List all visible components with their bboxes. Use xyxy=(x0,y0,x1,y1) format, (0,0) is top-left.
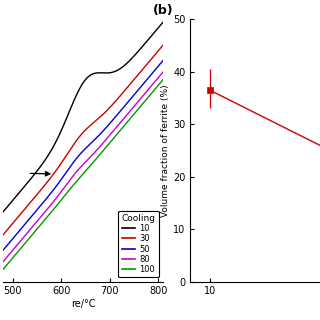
Y-axis label: Volume fraction of ferrite (%): Volume fraction of ferrite (%) xyxy=(161,84,170,217)
Text: (b): (b) xyxy=(153,4,173,17)
X-axis label: re/°C: re/°C xyxy=(71,299,95,309)
Legend: 10, 30, 50, 80, 100: 10, 30, 50, 80, 100 xyxy=(118,211,159,277)
